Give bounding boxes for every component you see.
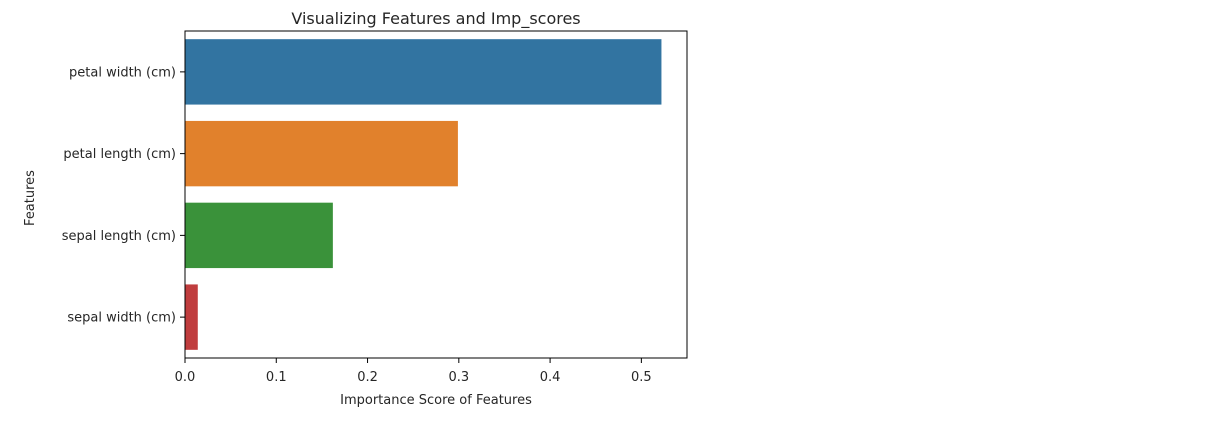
x-axis-label: Importance Score of Features	[340, 393, 532, 408]
y-tick-label: petal width (cm)	[69, 65, 176, 80]
plot-frame	[184, 30, 688, 359]
y-tick-label: petal length (cm)	[63, 147, 176, 162]
x-tick-label: 0.1	[266, 370, 287, 385]
bar-3	[185, 284, 198, 350]
bar-2	[185, 202, 333, 269]
y-axis-label: Features	[23, 170, 38, 226]
bars-layer	[185, 39, 662, 350]
x-tick-label: 0.0	[175, 370, 196, 385]
y-axis: petal width (cm) petal length (cm) sepal l…	[62, 65, 185, 326]
chart-title: Visualizing Features and Imp_scores	[291, 9, 580, 29]
bar-1	[185, 120, 458, 187]
x-axis: 0.0 0.1 0.2 0.3 0.4 0.5	[175, 358, 652, 385]
bar-0	[185, 39, 662, 105]
x-tick-label: 0.2	[357, 370, 378, 385]
y-tick-label: sepal length (cm)	[62, 229, 176, 244]
y-tick-label: sepal width (cm)	[67, 311, 176, 326]
x-tick-label: 0.3	[448, 370, 469, 385]
x-tick-label: 0.4	[540, 370, 561, 385]
x-tick-label: 0.5	[631, 370, 652, 385]
